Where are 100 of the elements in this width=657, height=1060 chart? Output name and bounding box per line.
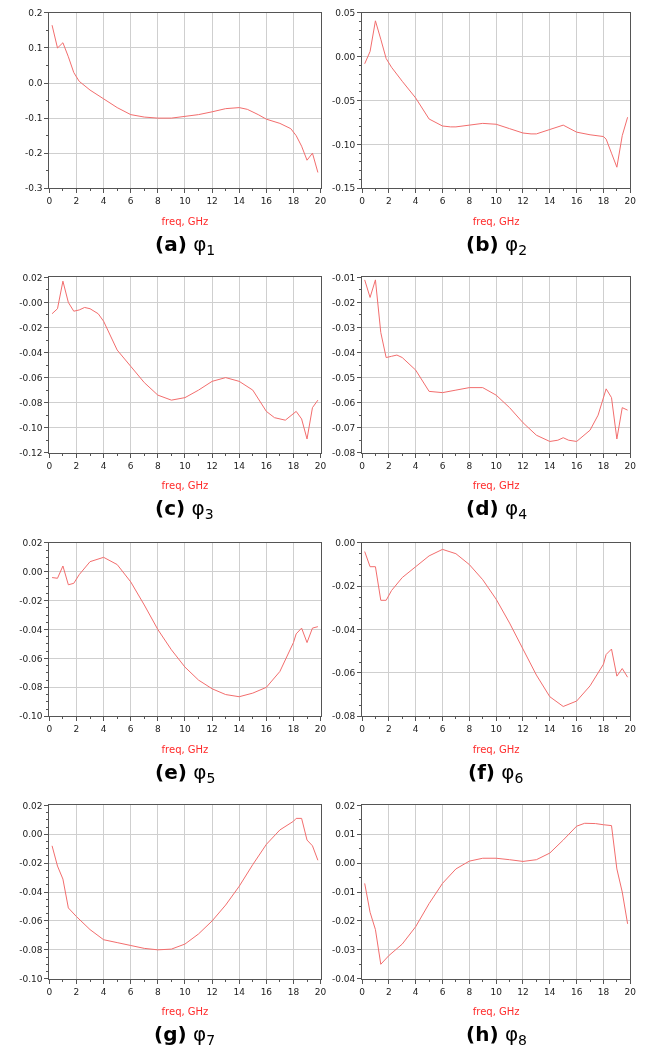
x-tick-label: 2 [73,986,80,997]
x-tick-label: 20 [314,460,327,471]
x-tick-label: 0 [46,196,53,207]
text: (e) φ$_{5}$ [155,760,216,787]
y-tick-label: -0.03 [331,944,356,955]
y-tick-label: -0.03 [331,322,356,333]
y-tick-label: -0.02 [19,322,43,333]
y-tick-label: -0.02 [19,858,43,869]
x-axis-title: freq, GHz [161,215,209,227]
x-tick-label: 12 [206,986,218,997]
x-tick-label: 4 [412,986,419,997]
x-axis-title: freq, GHz [161,743,209,755]
x-tick-label: 14 [233,196,246,207]
x-tick-label: 0 [359,196,366,207]
y-tick-label: -0.02 [331,581,356,592]
y-tick-label: 0.1 [28,43,43,54]
x-tick-label: 0 [359,986,366,997]
x-tick-label: 16 [570,986,583,997]
y-tick-label: -0.02 [19,595,43,606]
line-series [364,20,629,168]
x-tick-label: 12 [517,460,529,471]
x-tick-label: 18 [597,460,610,471]
y-tick-label: 0.00 [22,566,43,577]
x-tick-label: 6 [439,724,446,735]
y-tick-label: -0.05 [331,95,356,106]
x-tick-label: 2 [73,196,80,207]
x-tick-label: 18 [287,460,300,471]
y-tick-label: -0.01 [331,887,356,898]
y-tick-label: 0.01 [335,829,356,840]
x-tick-label: 0 [359,724,366,735]
x-tick-label: 6 [127,724,134,735]
x-tick-label: 0 [46,986,53,997]
line-series [364,548,629,707]
x-tick-label: 16 [260,196,273,207]
line-series [51,817,319,951]
x-tick-label: 12 [206,196,218,207]
y-tick-label: -0.08 [331,447,356,458]
y-tick-label: 0.2 [28,8,43,19]
x-tick-label: 16 [570,724,583,735]
x-tick-label: 10 [490,460,503,471]
x-tick-label: 4 [100,724,107,735]
y-tick-label: -0.10 [19,711,43,722]
y-tick-label: -0.06 [331,397,356,408]
y-tick-label: 0.00 [335,538,356,549]
x-tick-label: 20 [624,460,637,471]
x-tick-label: 12 [517,724,529,735]
x-tick-label: 6 [127,986,134,997]
x-axis-title: freq, GHz [472,1006,520,1018]
y-tick-label: 0.00 [335,51,356,62]
line-series [364,822,629,965]
text: (d) φ$_{4}$ [466,496,528,523]
y-tick-label: -0.04 [331,624,356,635]
x-tick-label: 18 [287,986,300,997]
x-tick-label: 8 [154,196,161,207]
x-tick-label: 16 [570,196,583,207]
x-tick-label: 4 [412,724,419,735]
x-tick-label: 16 [260,724,273,735]
x-axis-title: freq, GHz [472,743,520,755]
x-tick-label: 6 [439,986,446,997]
line-series [51,556,319,698]
x-tick-label: 14 [544,196,556,207]
y-tick-label: -0.08 [19,682,43,693]
x-tick-label: 10 [179,460,191,471]
x-axis-title: freq, GHz [161,480,209,492]
y-tick-label: 0.02 [22,538,43,549]
y-tick-label: 0.00 [22,829,43,840]
y-tick-label: -0.10 [19,422,43,433]
x-tick-label: 6 [439,460,446,471]
x-tick-label: 8 [466,986,473,997]
x-tick-label: 20 [314,986,327,997]
x-tick-label: 16 [260,460,273,471]
x-tick-label: 14 [233,724,246,735]
x-tick-label: 6 [127,196,134,207]
x-tick-label: 0 [46,460,53,471]
y-tick-label: -0.1 [24,113,43,124]
y-tick-label: -0.04 [19,887,43,898]
x-tick-label: 8 [466,196,473,207]
x-tick-label: 4 [412,196,419,207]
y-tick-label: -0.08 [19,944,43,955]
x-tick-label: 18 [597,724,610,735]
x-tick-label: 2 [385,196,392,207]
x-tick-label: 4 [100,986,107,997]
x-tick-label: 14 [544,986,556,997]
x-tick-label: 14 [233,986,246,997]
y-tick-label: 0.05 [335,8,356,19]
x-tick-label: 4 [412,460,419,471]
x-tick-label: 20 [624,196,637,207]
x-axis-title: freq, GHz [472,480,520,492]
y-tick-label: -0.06 [19,653,43,664]
y-tick-label: 0.02 [335,800,356,811]
x-tick-label: 6 [127,460,134,471]
line-series [364,279,629,442]
y-tick-label: -0.04 [331,973,356,984]
x-tick-label: 14 [544,724,556,735]
y-tick-label: -0.04 [19,624,43,635]
x-tick-label: 0 [359,460,366,471]
x-tick-label: 16 [570,460,583,471]
x-tick-label: 12 [517,196,529,207]
x-tick-label: 14 [233,460,246,471]
x-tick-label: 2 [385,724,392,735]
